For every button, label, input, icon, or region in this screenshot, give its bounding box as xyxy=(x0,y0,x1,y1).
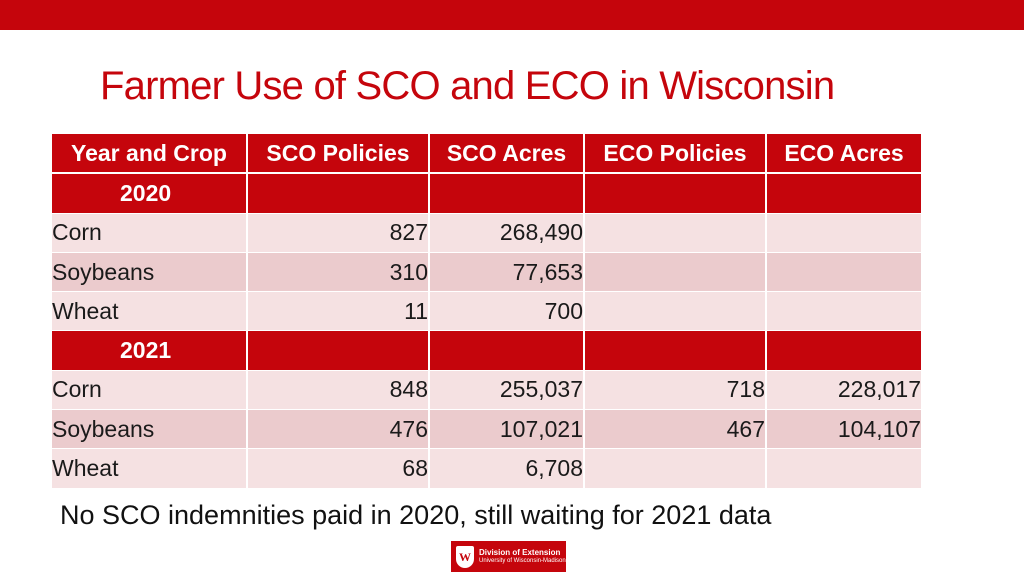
header-eco-policies: ECO Policies xyxy=(584,134,767,175)
sco-eco-table: Year and Crop SCO Policies SCO Acres ECO… xyxy=(52,134,921,489)
table-row: Soybeans 476 107,021 467 104,107 xyxy=(52,409,921,450)
sco-acres-value: 107,021 xyxy=(429,409,585,450)
crop-name: Corn xyxy=(52,370,248,411)
eco-policies-value: 718 xyxy=(584,370,767,411)
sco-acres-value: 268,490 xyxy=(429,213,585,253)
year-row-2020: 2020 xyxy=(52,173,921,214)
sco-policies-value: 827 xyxy=(247,213,430,253)
eco-acres-value xyxy=(766,448,921,489)
eco-acres-value: 104,107 xyxy=(766,409,921,450)
eco-policies-value xyxy=(584,252,767,293)
table-row: Soybeans 310 77,653 xyxy=(52,252,921,293)
header-year-and-crop: Year and Crop xyxy=(52,134,248,175)
logo-text: Division of Extension University of Wisc… xyxy=(479,548,566,564)
eco-acres-value: 228,017 xyxy=(766,370,921,411)
year-label: 2021 xyxy=(52,330,248,371)
sco-acres-value: 6,708 xyxy=(429,448,585,489)
eco-policies-value xyxy=(584,213,767,253)
sco-acres-value: 700 xyxy=(429,291,585,332)
crop-name: Wheat xyxy=(52,291,248,332)
crop-name: Corn xyxy=(52,213,248,253)
header-sco-acres: SCO Acres xyxy=(429,134,585,175)
slide-title: Farmer Use of SCO and ECO in Wisconsin xyxy=(100,64,835,108)
crop-name: Soybeans xyxy=(52,252,248,293)
year-cell xyxy=(429,173,585,214)
eco-policies-value xyxy=(584,448,767,489)
uw-crest-icon: W xyxy=(456,545,474,568)
eco-acres-value xyxy=(766,252,921,293)
header-sco-policies: SCO Policies xyxy=(247,134,430,175)
sco-policies-value: 848 xyxy=(247,370,430,411)
eco-acres-value xyxy=(766,291,921,332)
crop-name: Soybeans xyxy=(52,409,248,450)
sco-acres-value: 77,653 xyxy=(429,252,585,293)
sco-policies-value: 476 xyxy=(247,409,430,450)
year-cell xyxy=(247,173,430,214)
crop-name: Wheat xyxy=(52,448,248,489)
sco-policies-value: 310 xyxy=(247,252,430,293)
year-cell xyxy=(584,173,767,214)
year-row-2021: 2021 xyxy=(52,330,921,371)
logo-line-2: University of Wisconsin-Madison xyxy=(479,557,566,564)
sco-policies-value: 11 xyxy=(247,291,430,332)
table-row: Wheat 11 700 xyxy=(52,291,921,332)
extension-logo: W Division of Extension University of Wi… xyxy=(451,541,566,572)
year-cell xyxy=(429,330,585,371)
sco-acres-value: 255,037 xyxy=(429,370,585,411)
table-row: Corn 848 255,037 718 228,017 xyxy=(52,370,921,411)
logo-line-1: Division of Extension xyxy=(479,548,561,558)
year-cell xyxy=(766,173,921,214)
crest-letter: W xyxy=(459,549,471,564)
year-cell xyxy=(247,330,430,371)
year-cell xyxy=(766,330,921,371)
top-accent-bar xyxy=(0,0,1024,30)
header-eco-acres: ECO Acres xyxy=(766,134,921,175)
year-label: 2020 xyxy=(52,173,248,214)
sco-policies-value: 68 xyxy=(247,448,430,489)
footnote-text: No SCO indemnities paid in 2020, still w… xyxy=(60,500,772,530)
eco-acres-value xyxy=(766,213,921,253)
table-row: Corn 827 268,490 xyxy=(52,213,921,253)
year-cell xyxy=(584,330,767,371)
eco-policies-value xyxy=(584,291,767,332)
table-row: Wheat 68 6,708 xyxy=(52,448,921,489)
table-header-row: Year and Crop SCO Policies SCO Acres ECO… xyxy=(52,134,921,175)
eco-policies-value: 467 xyxy=(584,409,767,450)
